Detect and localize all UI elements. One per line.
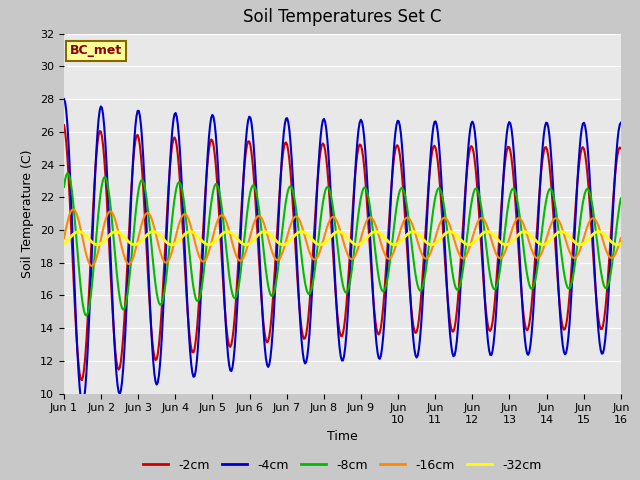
-4cm bbox=[329, 233, 337, 239]
-4cm bbox=[79, 401, 87, 407]
-2cm bbox=[326, 196, 333, 202]
Text: BC_met: BC_met bbox=[70, 44, 122, 58]
-32cm bbox=[606, 237, 614, 243]
-4cm bbox=[393, 122, 401, 128]
Title: Soil Temperatures Set C: Soil Temperatures Set C bbox=[243, 9, 442, 26]
-8cm bbox=[327, 192, 335, 197]
-8cm bbox=[519, 238, 527, 243]
-32cm bbox=[519, 229, 527, 235]
Legend: -2cm, -4cm, -8cm, -16cm, -32cm: -2cm, -4cm, -8cm, -16cm, -32cm bbox=[138, 454, 547, 477]
Line: -4cm: -4cm bbox=[64, 99, 621, 404]
-16cm bbox=[394, 237, 401, 242]
-4cm bbox=[60, 96, 68, 102]
-4cm bbox=[617, 120, 625, 126]
-16cm bbox=[88, 263, 96, 269]
-2cm bbox=[78, 377, 86, 383]
-4cm bbox=[362, 164, 370, 170]
Line: -16cm: -16cm bbox=[64, 209, 621, 266]
-16cm bbox=[617, 235, 625, 241]
-16cm bbox=[69, 206, 77, 212]
-8cm bbox=[63, 170, 71, 176]
-32cm bbox=[362, 235, 370, 241]
-4cm bbox=[518, 288, 525, 294]
-32cm bbox=[242, 242, 250, 248]
-8cm bbox=[83, 313, 90, 319]
Line: -8cm: -8cm bbox=[64, 173, 621, 316]
-4cm bbox=[605, 291, 612, 297]
-2cm bbox=[518, 289, 525, 295]
-2cm bbox=[60, 122, 68, 128]
-16cm bbox=[327, 216, 335, 222]
-2cm bbox=[362, 192, 370, 197]
-16cm bbox=[519, 219, 527, 225]
-16cm bbox=[606, 254, 614, 260]
Line: -32cm: -32cm bbox=[64, 232, 621, 245]
-32cm bbox=[446, 229, 454, 235]
-2cm bbox=[605, 267, 612, 273]
-16cm bbox=[364, 216, 371, 222]
-8cm bbox=[606, 276, 614, 282]
-32cm bbox=[326, 235, 333, 241]
-16cm bbox=[330, 214, 338, 220]
Line: -2cm: -2cm bbox=[64, 125, 621, 380]
-2cm bbox=[393, 143, 401, 148]
-8cm bbox=[60, 184, 68, 190]
-32cm bbox=[329, 232, 337, 238]
Y-axis label: Soil Temperature (C): Soil Temperature (C) bbox=[22, 149, 35, 278]
-2cm bbox=[329, 249, 337, 255]
-8cm bbox=[617, 195, 625, 201]
-32cm bbox=[60, 240, 68, 246]
-2cm bbox=[617, 145, 625, 151]
X-axis label: Time: Time bbox=[327, 431, 358, 444]
-8cm bbox=[394, 197, 401, 203]
-32cm bbox=[393, 241, 401, 247]
-8cm bbox=[330, 213, 338, 219]
-8cm bbox=[364, 191, 371, 196]
-16cm bbox=[60, 235, 68, 241]
-32cm bbox=[617, 240, 625, 246]
-4cm bbox=[326, 169, 333, 175]
